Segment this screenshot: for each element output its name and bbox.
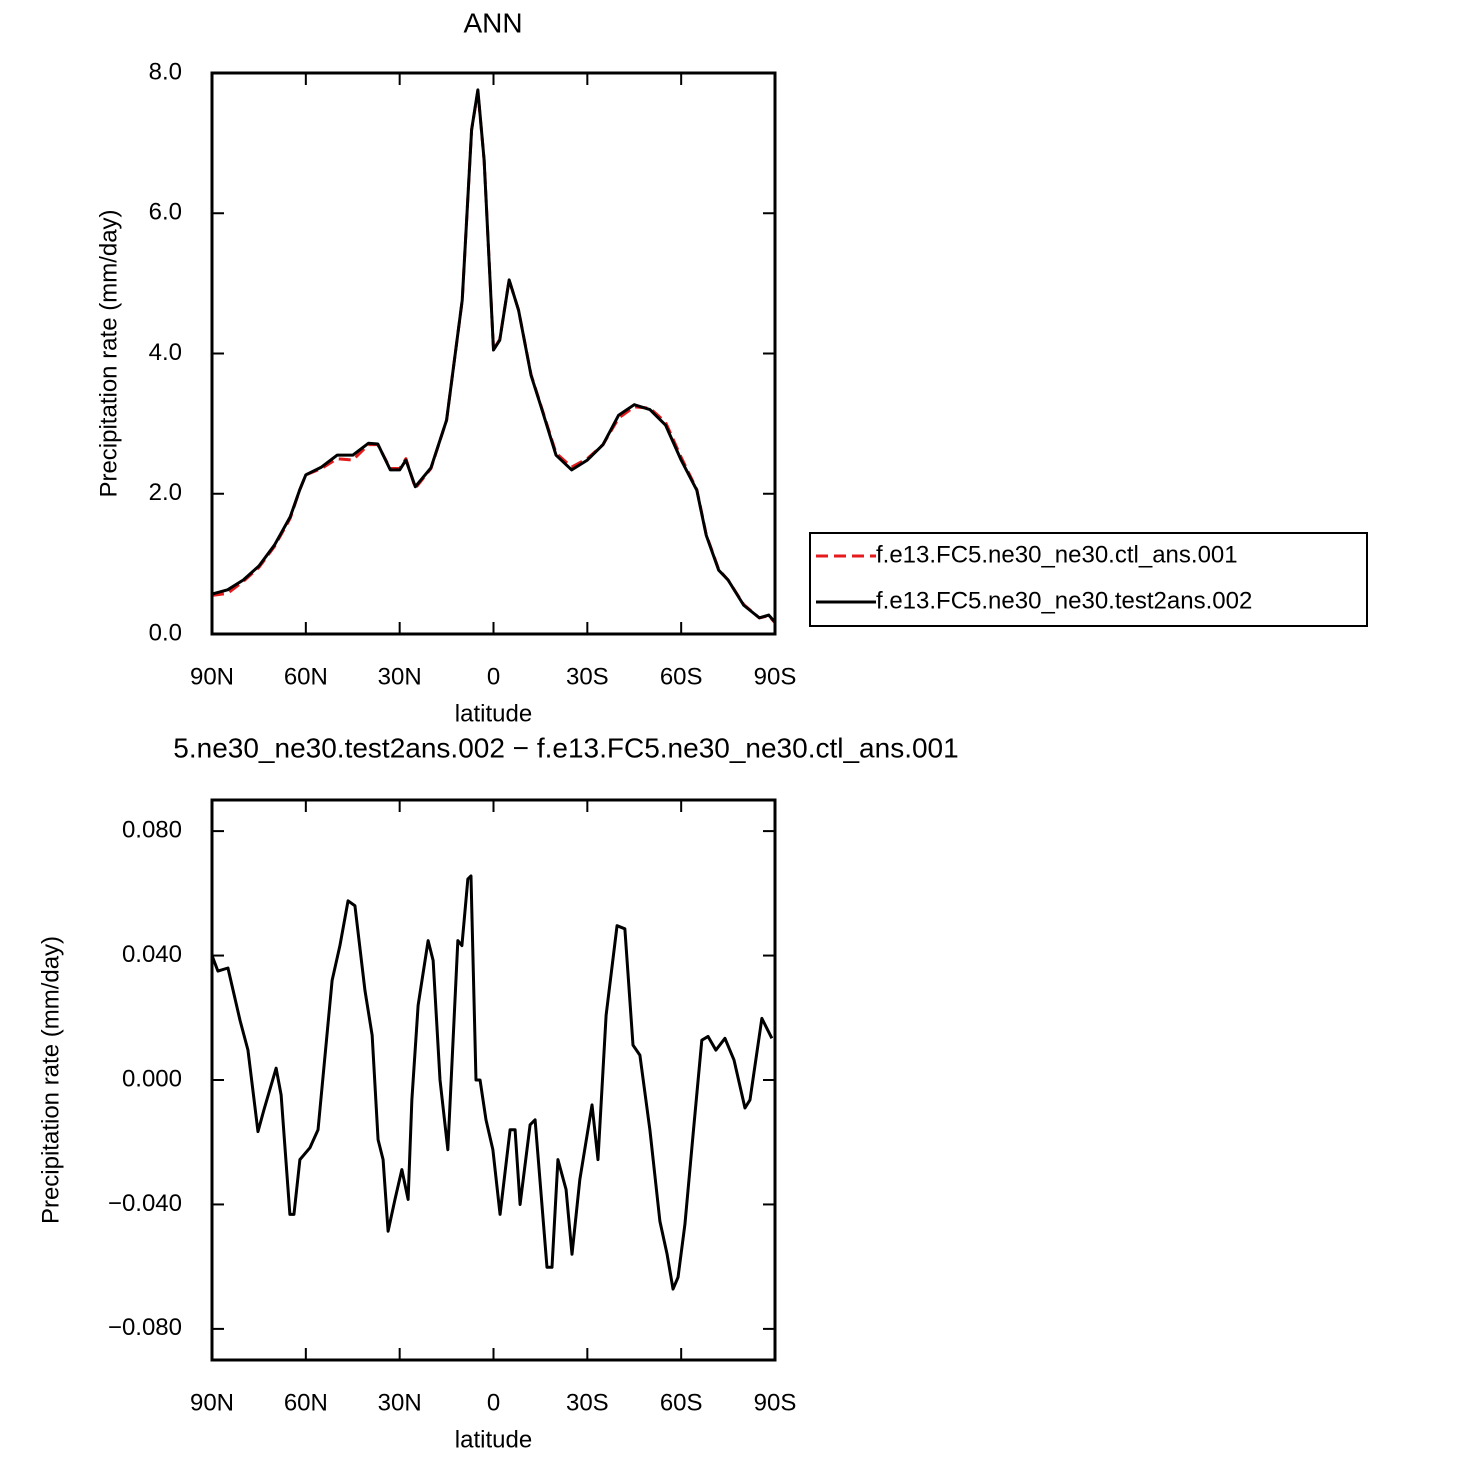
legend-box <box>809 532 1368 627</box>
y-tick-label: 0.040 <box>122 941 182 968</box>
y-axis-label: Precipitation rate (mm/day) <box>37 936 64 1224</box>
x-tick-label: 30N <box>378 1389 422 1416</box>
x-tick-label: 90S <box>754 1389 797 1416</box>
data-line <box>210 874 774 1291</box>
x-tick-label: 0 <box>487 663 500 690</box>
x-tick-label: 90S <box>754 663 797 690</box>
x-tick-label: 0 <box>487 1389 500 1416</box>
legend-label: f.e13.FC5.ne30_ne30.ctl_ans.001 <box>876 541 1238 568</box>
x-tick-label: 90N <box>190 1389 234 1416</box>
x-tick-label: 30S <box>566 1389 609 1416</box>
x-tick-label: 60N <box>284 1389 328 1416</box>
x-axis-label: latitude <box>455 1426 532 1453</box>
y-tick-label: 0.0 <box>149 619 182 646</box>
x-tick-label: 60N <box>284 663 328 690</box>
x-tick-label: 30S <box>566 663 609 690</box>
y-tick-label: 0.000 <box>122 1065 182 1092</box>
chart-title: ANN <box>463 7 522 38</box>
x-tick-label: 60S <box>660 1389 703 1416</box>
data-line <box>211 89 777 624</box>
y-tick-label: 8.0 <box>149 58 182 85</box>
plot-frame <box>210 71 777 636</box>
x-tick-label: 90N <box>190 663 234 690</box>
y-axis-label: Precipitation rate (mm/day) <box>95 209 122 497</box>
plot-frame <box>210 798 777 1362</box>
y-tick-label: 2.0 <box>149 479 182 506</box>
y-tick-label: 0.080 <box>122 816 182 843</box>
chart-title: 5.ne30_ne30.test2ans.002 − f.e13.FC5.ne3… <box>173 732 958 763</box>
legend-label: f.e13.FC5.ne30_ne30.test2ans.002 <box>876 587 1252 614</box>
y-tick-label: −0.080 <box>108 1314 182 1341</box>
y-tick-label: 4.0 <box>149 339 182 366</box>
y-tick-label: −0.040 <box>108 1190 182 1217</box>
x-tick-label: 60S <box>660 663 703 690</box>
y-tick-label: 6.0 <box>149 199 182 226</box>
data-line <box>211 88 777 624</box>
x-tick-label: 30N <box>378 663 422 690</box>
x-axis-label: latitude <box>455 700 532 727</box>
